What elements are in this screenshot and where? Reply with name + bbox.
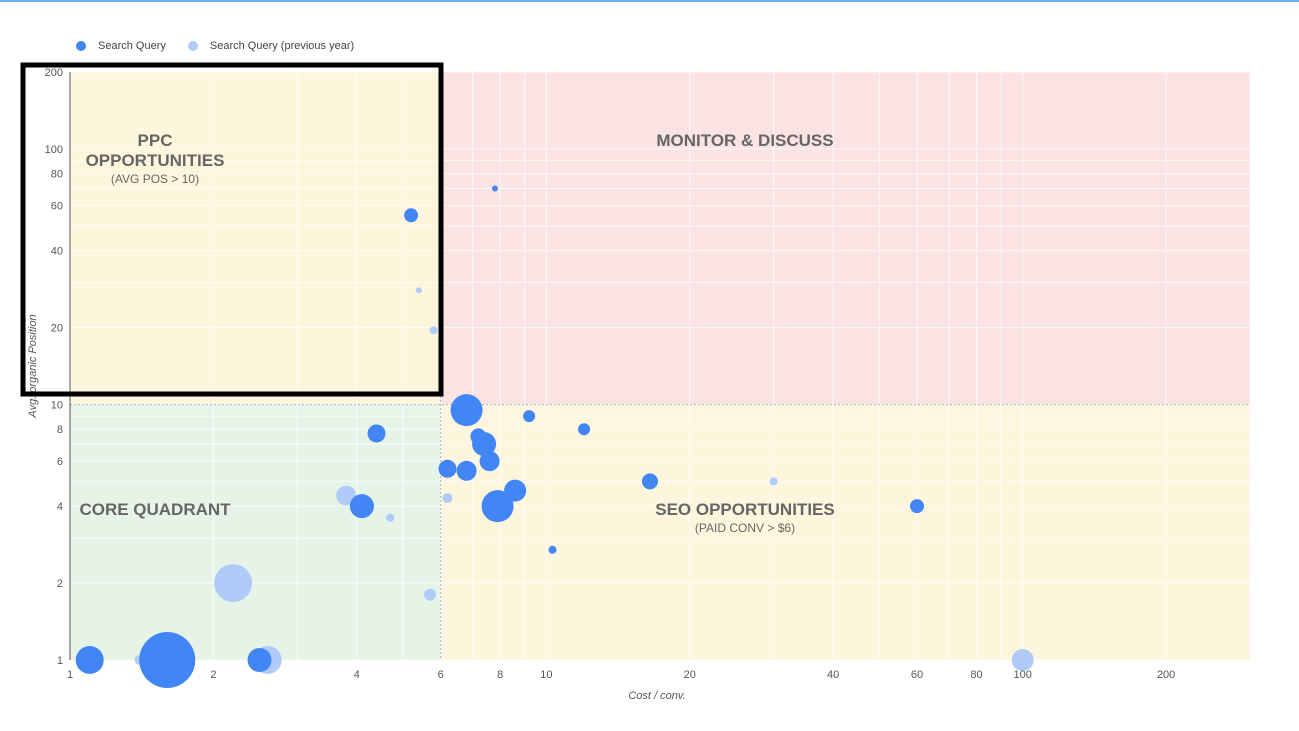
- data-point-current[interactable]: [578, 423, 591, 436]
- legend-marker-previous: [187, 41, 198, 51]
- data-point-current[interactable]: [481, 490, 514, 523]
- x-tick-label: 200: [1157, 669, 1175, 681]
- quadrant-top-right: [440, 72, 1250, 405]
- data-point-previous[interactable]: [429, 326, 438, 335]
- y-tick-label: 6: [57, 456, 63, 468]
- data-point-previous[interactable]: [415, 287, 422, 294]
- y-tick-label: 80: [51, 169, 63, 181]
- data-point-current[interactable]: [548, 545, 557, 554]
- data-point-previous[interactable]: [386, 513, 395, 522]
- x-axis-title: Cost / conv.: [628, 690, 685, 702]
- x-tick-label: 40: [827, 669, 839, 681]
- y-tick-label: 8: [57, 424, 63, 436]
- legend-label-current: Search Query: [98, 40, 166, 52]
- quadrant-top-left: [70, 72, 441, 405]
- y-tick-label: 10: [51, 399, 63, 411]
- x-tick-label: 1: [67, 669, 73, 681]
- y-tick-label: 100: [45, 144, 63, 156]
- data-point-current[interactable]: [349, 494, 374, 519]
- data-point-current[interactable]: [247, 648, 272, 672]
- legend-item-current[interactable]: Search Query: [76, 40, 166, 52]
- highlight-box: [20, 62, 444, 397]
- x-tick-label: 20: [684, 669, 696, 681]
- quadrant-br-title: SEO OPPORTUNITIES: [655, 500, 834, 519]
- y-tick-label: 20: [51, 323, 63, 335]
- y-tick-label: 40: [51, 246, 63, 258]
- quadrant-bottom-right: [440, 404, 1250, 660]
- quadrant-tr-title: MONITOR & DISCUSS: [656, 131, 833, 150]
- data-point-previous[interactable]: [442, 493, 453, 504]
- y-axis-title: Avg. organic Position: [27, 314, 39, 418]
- data-point-current[interactable]: [470, 428, 487, 445]
- data-point-current[interactable]: [523, 410, 536, 423]
- data-point-previous[interactable]: [424, 588, 437, 601]
- data-point-current[interactable]: [456, 460, 477, 481]
- x-tick-label: 10: [540, 669, 552, 681]
- chart-legend: Search Query Search Query (previous year…: [76, 40, 376, 52]
- data-point-previous[interactable]: [1011, 649, 1034, 671]
- data-point-current[interactable]: [139, 632, 196, 688]
- x-tick-label: 80: [970, 669, 982, 681]
- data-point-previous[interactable]: [336, 485, 357, 506]
- quadrant-bottom-left: [70, 404, 441, 660]
- x-tick-label: 2: [210, 669, 216, 681]
- data-point-current[interactable]: [438, 459, 457, 478]
- y-tick-label: 1: [57, 655, 63, 667]
- top-rule: [0, 0, 1299, 2]
- y-tick-label: 2: [57, 578, 63, 590]
- y-tick-label: 200: [45, 67, 63, 79]
- x-tick-label: 60: [911, 669, 923, 681]
- data-point-current[interactable]: [450, 394, 483, 427]
- legend-marker-current: [76, 41, 86, 51]
- data-point-current[interactable]: [491, 185, 498, 192]
- data-point-current[interactable]: [367, 424, 386, 443]
- data-point-previous[interactable]: [769, 477, 778, 486]
- quadrant-tl-title-line2: OPPORTUNITIES: [86, 151, 225, 170]
- data-point-previous[interactable]: [214, 564, 253, 603]
- data-point-current[interactable]: [479, 451, 500, 472]
- data-point-current[interactable]: [641, 473, 658, 490]
- y-tick-label: 4: [57, 501, 63, 513]
- quadrant-bl-title: CORE QUADRANT: [79, 500, 231, 519]
- quadrant-br-subtitle: (PAID CONV > $6): [695, 521, 795, 535]
- data-point-current[interactable]: [910, 499, 925, 514]
- y-tick-label: 60: [51, 201, 63, 213]
- x-tick-label: 6: [438, 669, 444, 681]
- legend-item-previous[interactable]: Search Query (previous year): [187, 40, 355, 52]
- data-point-current[interactable]: [504, 479, 527, 502]
- quadrant-tl-subtitle: (AVG POS > 10): [111, 172, 199, 186]
- x-tick-label: 4: [354, 669, 360, 681]
- quadrant-tl-title-line1: PPC: [138, 131, 173, 150]
- x-tick-label: 8: [497, 669, 503, 681]
- legend-label-previous: Search Query (previous year): [209, 40, 355, 52]
- data-point-current[interactable]: [75, 646, 104, 674]
- data-point-current[interactable]: [404, 208, 419, 223]
- x-tick-label: 100: [1014, 669, 1032, 681]
